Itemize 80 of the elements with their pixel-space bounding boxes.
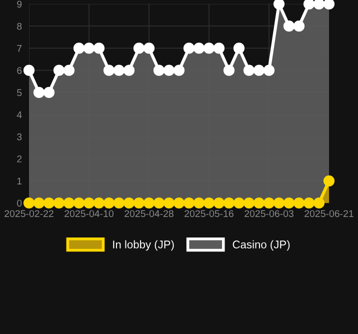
x-tick-label: 2025-05-16	[184, 210, 234, 218]
point	[233, 42, 245, 54]
legend-label: Casino (JP)	[232, 240, 290, 251]
point	[303, 197, 315, 209]
y-tick-label: 2	[17, 156, 22, 162]
point	[143, 42, 155, 54]
point	[323, 175, 335, 186]
point	[83, 42, 95, 54]
point	[43, 197, 55, 209]
point	[263, 64, 275, 76]
point	[73, 42, 85, 54]
point	[33, 197, 45, 209]
point	[253, 64, 265, 76]
point	[223, 64, 235, 76]
point	[33, 86, 45, 98]
point	[273, 0, 285, 10]
point	[143, 197, 155, 209]
x-tick-label: 2025-04-28	[124, 210, 174, 218]
point	[53, 64, 65, 76]
point	[193, 197, 205, 209]
point	[113, 64, 125, 76]
x-tick-label: 2025-06-21	[304, 210, 354, 218]
point	[63, 64, 75, 76]
point	[43, 86, 55, 98]
point	[53, 197, 65, 209]
point	[93, 197, 105, 209]
point	[243, 197, 255, 209]
point	[133, 197, 145, 209]
point	[183, 197, 195, 209]
y-tick-label: 5	[17, 89, 22, 96]
point	[323, 0, 335, 10]
point	[213, 42, 225, 54]
point	[103, 64, 115, 76]
point	[113, 197, 125, 209]
point	[233, 197, 245, 209]
point	[203, 42, 215, 54]
point	[193, 42, 205, 54]
point	[173, 197, 185, 209]
point	[213, 197, 225, 209]
y-tick-label: 3	[17, 133, 22, 140]
point	[103, 197, 115, 209]
point	[173, 64, 185, 76]
point	[293, 197, 305, 209]
y-tick-label: 4	[16, 111, 22, 118]
point	[163, 197, 175, 209]
y-tick-label: 0	[17, 200, 22, 207]
y-tick-label: 9	[17, 0, 22, 8]
point	[153, 197, 165, 209]
y-tick-label: 1	[17, 178, 22, 184]
y-tick-label: 7	[17, 45, 22, 52]
point	[63, 197, 75, 209]
point	[163, 64, 175, 76]
point	[313, 0, 325, 10]
point	[123, 197, 135, 209]
point	[223, 197, 235, 209]
point	[313, 197, 325, 209]
legend-label: In lobby (JP)	[113, 240, 174, 251]
point	[123, 64, 135, 76]
point	[133, 42, 145, 54]
point	[273, 197, 285, 209]
point	[303, 0, 315, 10]
y-tick-label: 6	[17, 67, 22, 74]
x-tick-label: 2025-02-22	[4, 210, 54, 218]
point	[73, 197, 85, 209]
point	[253, 197, 265, 209]
point	[283, 20, 295, 32]
point	[283, 197, 295, 209]
point	[243, 64, 255, 76]
point	[153, 64, 165, 76]
y-tick-label: 8	[17, 22, 22, 30]
point	[23, 197, 35, 209]
x-tick-label: 2025-06-03	[244, 210, 294, 218]
point	[203, 197, 215, 209]
point	[293, 20, 305, 32]
point	[183, 42, 195, 54]
point	[83, 197, 95, 209]
x-tick-label: 2025-04-10	[64, 210, 114, 218]
point	[263, 197, 275, 209]
point	[93, 42, 105, 54]
point	[23, 64, 35, 76]
